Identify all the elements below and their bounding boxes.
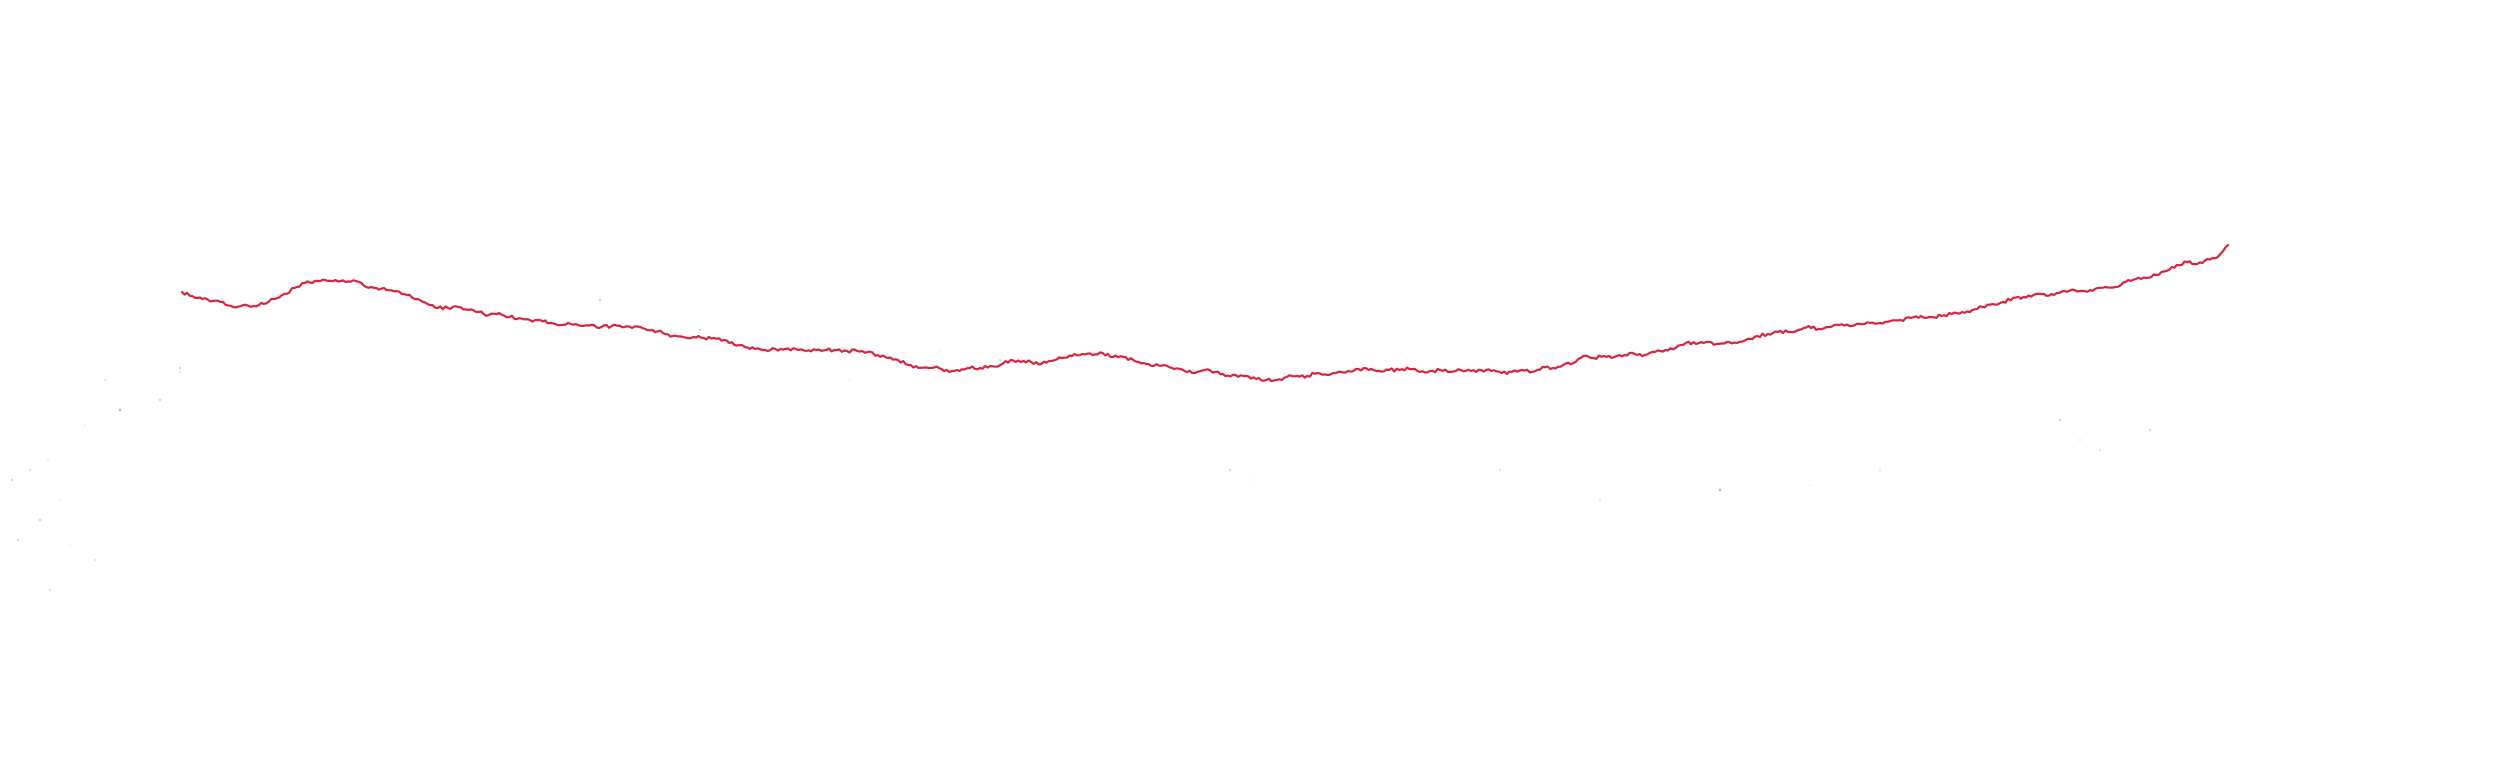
background-speck	[1599, 499, 1601, 501]
background-speck	[84, 424, 86, 426]
background-speck	[118, 408, 122, 412]
background-speck	[1499, 469, 1501, 471]
background-speck	[158, 398, 162, 402]
background-speck	[2148, 428, 2152, 432]
background-speck	[2099, 449, 2101, 451]
background-speck	[49, 589, 51, 591]
series-line-0	[180, 243, 2230, 383]
background-speck	[999, 359, 1001, 361]
background-speck	[39, 519, 41, 521]
background-speck	[599, 299, 601, 301]
background-speck	[104, 379, 106, 381]
background-speck	[849, 379, 851, 381]
background-speck	[29, 469, 31, 471]
background-speck	[1249, 479, 1251, 481]
background-speck	[1718, 488, 1722, 492]
background-speck	[94, 559, 96, 561]
background-speck	[179, 371, 181, 373]
background-speck	[939, 349, 941, 351]
background-speck	[16, 538, 20, 542]
plot-area	[180, 243, 2230, 383]
background-speck	[69, 544, 71, 546]
background-speck	[47, 459, 49, 461]
background-speck	[1879, 469, 1881, 471]
background-specks	[10, 299, 2201, 591]
background-speck	[1228, 468, 1232, 472]
background-speck	[1809, 484, 1811, 486]
background-speck	[10, 478, 14, 482]
background-speck	[59, 499, 61, 501]
background-speck	[698, 328, 702, 332]
background-speck	[178, 366, 182, 370]
background-speck	[2058, 418, 2062, 422]
background-speck	[2079, 439, 2081, 441]
background-speck	[2199, 399, 2201, 401]
